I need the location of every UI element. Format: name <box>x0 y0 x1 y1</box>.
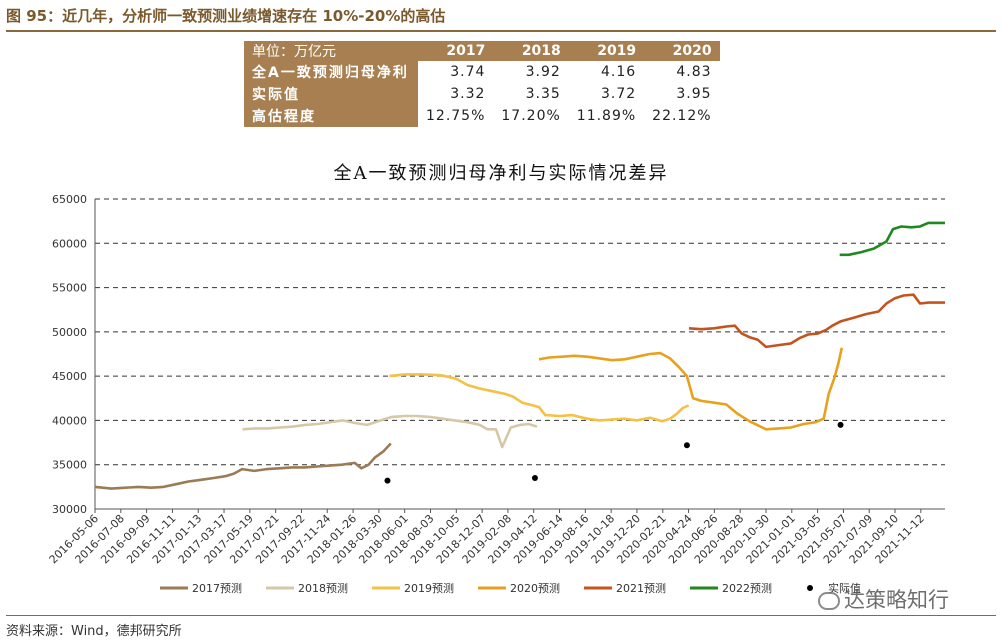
legend-marker <box>807 585 813 591</box>
wechat-icon <box>818 592 840 610</box>
table-cell: 3.72 <box>601 86 637 102</box>
source-divider <box>6 615 996 616</box>
series-line <box>839 221 945 257</box>
table-cell: 3.35 <box>525 86 561 102</box>
table-row-label: 全A一致预测归母净利 <box>244 61 418 83</box>
legend-label: 2022预测 <box>722 582 772 595</box>
table-cell: 4.83 <box>676 64 712 80</box>
chart-title: 全A一致预测归母净利与实际情况差异 <box>333 163 669 184</box>
table-cell: 22.12% <box>652 108 712 124</box>
actual-value-point <box>837 421 844 428</box>
table-row: 高估程度 12.75% 17.20% 11.89% 22.12% <box>244 105 720 127</box>
table-cell: 3.95 <box>676 86 712 102</box>
table-unit-label: 单位：万亿元 <box>244 41 418 61</box>
table-row-label: 实际值 <box>244 83 418 105</box>
watermark-text: 达策略知行 <box>844 588 949 612</box>
table-year-header: 2017 <box>418 41 494 61</box>
table-cell: 11.89% <box>576 108 637 124</box>
source-note: 资料来源：Wind，德邦研究所 <box>6 624 182 639</box>
actual-value-point <box>384 477 391 484</box>
legend-label: 2021预测 <box>616 582 666 595</box>
series-line <box>94 442 392 490</box>
table-year-header: 2018 <box>493 41 569 61</box>
actual-value-point <box>531 475 538 481</box>
table-cell: 3.92 <box>525 64 561 80</box>
y-tick-label: 45000 <box>52 370 87 383</box>
y-tick-label: 35000 <box>52 459 87 472</box>
series-line <box>538 347 844 431</box>
legend-label: 2020预测 <box>510 582 560 595</box>
table-year-header: 2019 <box>568 41 645 61</box>
table-cell: 17.20% <box>501 108 561 124</box>
legend-label: 2019预测 <box>404 582 454 595</box>
legend-label: 2018预测 <box>298 582 348 595</box>
table-cell: 3.74 <box>450 64 486 80</box>
title-divider <box>6 30 996 32</box>
table-header-row: 单位：万亿元 2017 2018 2019 2020 <box>244 41 720 61</box>
table-cell: 4.16 <box>601 64 637 80</box>
series-line <box>242 414 538 449</box>
legend-label: 实际值 <box>828 581 861 595</box>
summary-table: 单位：万亿元 2017 2018 2019 2020 全A一致预测归母净利 3.… <box>244 41 720 127</box>
y-tick-label: 30000 <box>52 503 87 516</box>
figure-title: 图 95：近几年，分析师一致预测业绩增速存在 10%-20%的高估 <box>6 7 446 25</box>
series-line <box>389 373 690 423</box>
legend-label: 2017预测 <box>192 582 242 595</box>
table-row-label: 高估程度 <box>244 105 418 127</box>
table-row: 全A一致预测归母净利 3.74 3.92 4.16 4.83 <box>244 61 720 83</box>
table-cell: 3.32 <box>450 86 486 102</box>
y-tick-label: 40000 <box>52 414 87 427</box>
y-tick-label: 65000 <box>52 193 87 206</box>
series-line <box>688 293 945 349</box>
y-tick-label: 60000 <box>52 237 87 250</box>
table-cell: 12.75% <box>426 108 486 124</box>
actual-value-point <box>683 442 690 449</box>
table-year-header: 2020 <box>644 41 720 61</box>
y-tick-label: 55000 <box>52 282 87 295</box>
table-row: 实际值 3.32 3.35 3.72 3.95 <box>244 83 720 105</box>
watermark: 达策略知行 <box>818 584 949 614</box>
y-tick-label: 50000 <box>52 326 87 339</box>
